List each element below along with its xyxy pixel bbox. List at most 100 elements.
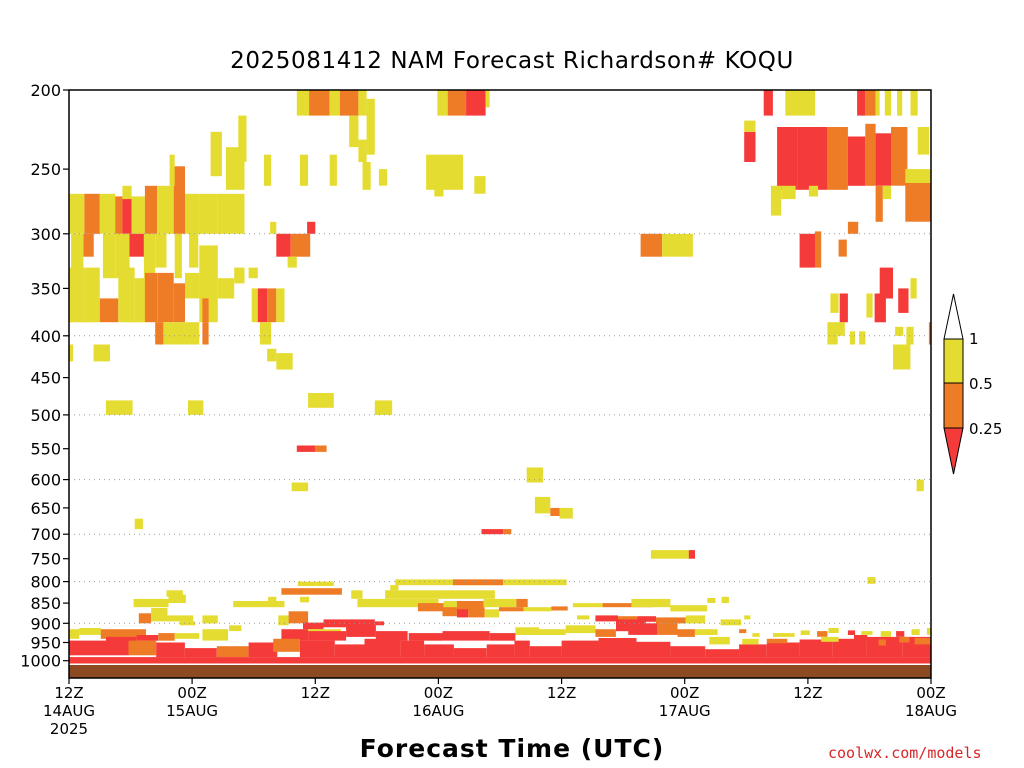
colorbar-bin-0-25-to-0-5 [943, 382, 964, 429]
cell-ri-0-25-to-0-5 [281, 588, 342, 595]
cell-ri-0-5-to-1 [157, 185, 174, 234]
cell-ri-0-5-to-1 [875, 90, 880, 116]
cell-ri-0-25-to-0-5 [595, 629, 616, 637]
cell-ri-0-5-to-1 [185, 272, 200, 299]
cell-ri-below-0-25 [744, 131, 756, 162]
cell-ri-0-25-to-0-5 [155, 322, 164, 345]
cell-ri-below-0-25 [866, 636, 903, 658]
cell-ri-0-5-to-1 [99, 193, 116, 234]
cell-ri-0-5-to-1 [202, 629, 229, 641]
cell-ri-0-5-to-1 [71, 233, 84, 279]
cell-ri-0-5-to-1 [189, 221, 199, 268]
cell-ri-0-5-to-1 [752, 633, 760, 637]
cell-ri-0-5-to-1 [115, 233, 130, 279]
x-tick-label: 00Z [424, 684, 453, 702]
cell-ri-0-5-to-1 [821, 636, 839, 642]
cell-ri-0-5-to-1 [179, 621, 196, 626]
cell-ri-below-0-25 [69, 640, 129, 656]
cell-ri-0-5-to-1 [299, 154, 309, 186]
y-tick-label: 500 [30, 406, 61, 425]
cell-ri-0-25-to-0-5 [657, 623, 678, 635]
cell-ri-below-0-25 [456, 609, 469, 618]
cell-ri-0-5-to-1 [118, 267, 135, 323]
cell-ri-0-5-to-1 [483, 598, 517, 608]
cell-ri-0-5-to-1 [916, 479, 924, 492]
cell-ri-0-25-to-0-5 [602, 603, 653, 608]
cell-ri-below-0-25 [595, 615, 618, 622]
x-tick-label: 12Z [547, 684, 576, 702]
cell-ri-0-25-to-0-5 [865, 123, 876, 186]
cell-ri-0-5-to-1 [134, 518, 143, 530]
cell-ri-below-0-25 [529, 646, 562, 658]
cell-ri-0-5-to-1 [395, 579, 503, 586]
cell-ri-0-5-to-1 [474, 176, 486, 194]
cell-ri-below-0-25 [364, 638, 401, 658]
cell-ri-0-25-to-0-5 [417, 603, 444, 612]
cell-ri-below-0-25 [481, 529, 503, 535]
cell-ri-below-0-25 [799, 639, 833, 658]
cell-ri-0-25-to-0-5 [115, 196, 123, 234]
colorbar-label-0-25: 0.25 [969, 420, 1003, 438]
cell-ri-below-0-25 [777, 127, 798, 190]
cell-ri-below-0-25 [136, 635, 159, 641]
cell-ri-below-0-25 [442, 631, 490, 641]
cell-ri-0-5-to-1 [308, 393, 334, 408]
cell-ri-0-25-to-0-5 [173, 283, 185, 323]
cell-ri-below-0-25 [346, 625, 376, 637]
cell-ri-below-0-25 [670, 646, 706, 658]
x-tick-label: 00Z [177, 684, 206, 702]
cell-ri-0-5-to-1 [69, 193, 85, 234]
cell-ri-0-25-to-0-5 [288, 611, 309, 624]
cell-ri-below-0-25 [129, 233, 144, 257]
cell-ri-0-5-to-1 [105, 400, 133, 415]
cell-ri-0-5-to-1 [884, 90, 891, 116]
x-tick-label: 17AUG [659, 702, 711, 720]
cell-ri-0-5-to-1 [744, 615, 751, 620]
cell-ri-0-5-to-1 [485, 90, 490, 108]
cell-ri-0-25-to-0-5 [173, 166, 185, 234]
cell-ri-0-5-to-1 [800, 630, 810, 635]
cell-ri-0-5-to-1 [199, 193, 218, 234]
cell-ri-0-5-to-1 [577, 615, 590, 620]
cell-ri-0-5-to-1 [217, 193, 245, 234]
cell-ri-below-0-25 [400, 640, 425, 658]
cell-ri-0-5-to-1 [102, 233, 116, 279]
cell-ri-0-25-to-0-5 [551, 606, 568, 611]
cell-ri-below-0-25 [466, 90, 486, 116]
y-tick-label: 600 [30, 471, 61, 490]
y-tick-label: 950 [30, 634, 61, 653]
cell-ri-below-0-25 [156, 642, 185, 658]
ground-surface [69, 664, 931, 678]
cell-ri-0-5-to-1 [785, 90, 816, 116]
x-tick-label: 16AUG [412, 702, 464, 720]
cell-ri-0-5-to-1 [229, 625, 242, 632]
cell-ri-0-25-to-0-5 [499, 607, 524, 612]
cell-ri-0-25-to-0-5 [267, 288, 277, 323]
cell-ri-below-0-25 [766, 642, 800, 658]
cell-ri-0-25-to-0-5 [158, 633, 175, 641]
y-tick-label: 850 [30, 594, 61, 613]
cell-ri-0-5-to-1 [709, 636, 730, 645]
colorbar-label-1: 1 [969, 330, 979, 348]
cell-ri-0-25-to-0-5 [766, 638, 788, 644]
cell-ri-0-25-to-0-5 [128, 640, 157, 656]
cell-ri-0-25-to-0-5 [817, 631, 828, 637]
cell-ri-0-25-to-0-5 [827, 127, 848, 190]
cell-ri-0-5-to-1 [358, 90, 367, 116]
cell-ri-0-5-to-1 [264, 154, 272, 186]
cell-ri-0-5-to-1 [808, 185, 819, 197]
cell-ri-below-0-25 [185, 648, 217, 658]
cell-ri-below-0-25 [308, 631, 347, 641]
cell-ri-0-5-to-1 [565, 625, 596, 634]
cell-ri-0-25-to-0-5 [677, 629, 695, 637]
colorbar-bin-0-5-to-1 [943, 338, 964, 384]
cell-ri-0-5-to-1 [828, 628, 839, 633]
cell-ri-0-25-to-0-5 [309, 90, 330, 116]
cell-ri-0-25-to-0-5 [656, 617, 686, 624]
cell-ri-0-5-to-1 [503, 579, 567, 586]
colorbar-bin-above-1 [943, 293, 964, 340]
cell-ri-0-25-to-0-5 [914, 638, 931, 645]
cell-ri-0-5-to-1 [251, 288, 258, 323]
cell-ri-0-25-to-0-5 [815, 231, 822, 268]
cell-ri-0-25-to-0-5 [516, 598, 528, 608]
